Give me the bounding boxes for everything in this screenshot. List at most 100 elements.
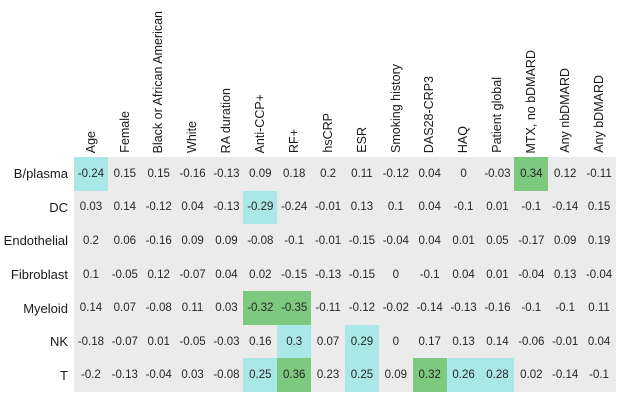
- heatmap-cell-endothelial-esr: -0.15: [345, 224, 379, 258]
- heatmap-cell-b-plasma-mtx-no-bdmard: 0.34: [514, 157, 549, 191]
- heatmap-cell-fibroblast-mtx-no-bdmard: -0.04: [514, 257, 549, 292]
- column-header-hscrp: hsCRP: [320, 113, 335, 153]
- heatmap-row-nk: NK -0.18 -0.07 0.01 -0.05 -0.03 0.16 0.3 0.07 0.2…: [0, 324, 616, 359]
- heatmap-cell-dc-age: 0.03: [74, 190, 108, 225]
- heatmap-cell-dc-smoking-history: 0.1: [378, 190, 413, 225]
- heatmap-cell-nk-age: -0.18: [74, 324, 108, 359]
- heatmap-cell-t-age: -0.2: [74, 358, 108, 393]
- heatmap-cell-b-plasma-any-nbdmard: 0.12: [548, 157, 583, 191]
- column-header-age: Age: [83, 130, 98, 153]
- heatmap-cell-fibroblast-female: -0.05: [107, 257, 142, 292]
- column-header-slot: RA duration: [210, 0, 244, 157]
- heatmap-cell-nk-ra-duration: -0.03: [209, 324, 244, 359]
- heatmap-cell-myeloid-das28-crp3: -0.14: [412, 291, 447, 325]
- heatmap-cell-t-anti-ccp: 0.25: [243, 358, 278, 393]
- column-header-ra-duration: RA duration: [219, 87, 234, 153]
- column-header-female: Female: [117, 111, 132, 153]
- heatmap-cell-dc-female: 0.14: [107, 190, 142, 225]
- column-header-esr: ESR: [354, 127, 369, 153]
- heatmap-row-myeloid: Myeloid 0.14 0.07 -0.08 0.11 0.03 -0.32 -0.35 -0…: [0, 291, 616, 325]
- heatmap-cell-nk-any-bdmard: 0.04: [582, 324, 616, 359]
- heatmap-cell-myeloid-hscrp: -0.11: [311, 291, 345, 325]
- heatmap-cell-fibroblast-hscrp: -0.13: [311, 257, 345, 292]
- heatmap-cell-fibroblast-esr: -0.15: [345, 257, 379, 292]
- heatmap-cell-t-mtx-no-bdmard: 0.02: [514, 358, 549, 393]
- heatmap-cell-fibroblast-anti-ccp: 0.02: [243, 257, 278, 292]
- column-header-slot: Patient global: [481, 0, 515, 157]
- heatmap-cell-fibroblast-any-nbdmard: 0.13: [548, 257, 583, 292]
- heatmap-cell-fibroblast-das28-crp3: -0.1: [412, 257, 447, 292]
- heatmap-cell-endothelial-mtx-no-bdmard: -0.17: [514, 224, 549, 258]
- heatmap-row-t: T -0.2 -0.13 -0.04 0.03 -0.08 0.25 0.36 0.23 0.25…: [0, 358, 616, 393]
- heatmap-cell-fibroblast-haq: 0.04: [446, 257, 481, 292]
- heatmap-cell-b-plasma-rf: 0.18: [277, 157, 312, 191]
- column-header-slot: Smoking history: [379, 0, 413, 157]
- column-header-das28-crp3: DAS28-CRP3: [422, 75, 437, 153]
- heatmap-cell-dc-ra-duration: -0.13: [209, 190, 244, 225]
- column-header-slot: Any bDMARD: [582, 0, 616, 157]
- heatmap-cell-dc-mtx-no-bdmard: -0.1: [514, 190, 549, 225]
- heatmap-cell-endothelial-rf: -0.1: [277, 224, 312, 258]
- heatmap-cell-dc-any-bdmard: 0.15: [582, 190, 616, 225]
- column-header-slot: Age: [74, 0, 108, 157]
- heatmap-cell-myeloid-smoking-history: -0.02: [378, 291, 413, 325]
- row-label-endothelial: Endothelial: [0, 224, 74, 258]
- heatmap-cell-myeloid-white: 0.11: [175, 291, 210, 325]
- heatmap-cell-dc-anti-ccp: -0.29: [243, 190, 278, 225]
- heatmap-cell-dc-esr: 0.13: [345, 190, 379, 225]
- row-label-myeloid: Myeloid: [0, 291, 74, 325]
- column-header-rf: RF+: [286, 129, 301, 153]
- heatmap-cell-nk-smoking-history: 0: [378, 324, 413, 359]
- column-header-slot: hsCRP: [311, 0, 345, 157]
- column-header-white: White: [185, 121, 200, 153]
- heatmap-cell-b-plasma-female: 0.15: [107, 157, 142, 191]
- heatmap-cell-myeloid-anti-ccp: -0.32: [243, 291, 278, 325]
- heatmap-cell-t-black-or-african-american: -0.04: [141, 358, 176, 393]
- heatmap-cell-nk-rf: 0.3: [277, 324, 312, 359]
- column-header-slot: White: [176, 0, 210, 157]
- heatmap-cell-dc-black-or-african-american: -0.12: [141, 190, 176, 225]
- column-header-slot: Black or African American: [142, 0, 176, 157]
- heatmap-cell-dc-hscrp: -0.01: [311, 190, 345, 225]
- column-headers: Age Female Black or African American White R…: [74, 0, 616, 157]
- heatmap-cell-endothelial-hscrp: -0.01: [311, 224, 345, 258]
- row-label-t: T: [0, 358, 74, 393]
- heatmap-cell-myeloid-age: 0.14: [74, 291, 108, 325]
- heatmap-cell-t-das28-crp3: 0.32: [412, 358, 447, 393]
- heatmap-cell-b-plasma-hscrp: 0.2: [311, 157, 345, 191]
- row-label-nk: NK: [0, 324, 74, 359]
- column-header-slot: MTX, no bDMARD: [514, 0, 548, 157]
- heatmap-cell-nk-das28-crp3: 0.17: [412, 324, 447, 359]
- heatmap-cell-t-hscrp: 0.23: [311, 358, 345, 393]
- heatmap-cell-b-plasma-age: -0.24: [74, 157, 108, 191]
- heatmap-cell-b-plasma-white: -0.16: [175, 157, 210, 191]
- column-header-slot: ESR: [345, 0, 379, 157]
- heatmap-cell-fibroblast-black-or-african-american: 0.12: [141, 257, 176, 292]
- heatmap-cell-myeloid-haq: -0.13: [446, 291, 481, 325]
- heatmap-cell-nk-female: -0.07: [107, 324, 142, 359]
- heatmap-cell-dc-rf: -0.24: [277, 190, 312, 225]
- heatmap-cell-endothelial-black-or-african-american: -0.16: [141, 224, 176, 258]
- heatmap-cell-myeloid-ra-duration: 0.03: [209, 291, 244, 325]
- heatmap-cell-myeloid-black-or-african-american: -0.08: [141, 291, 176, 325]
- heatmap-cell-myeloid-patient-global: -0.16: [480, 291, 515, 325]
- heatmap-row-dc: DC 0.03 0.14 -0.12 0.04 -0.13 -0.29 -0.24 -0.01 0…: [0, 190, 616, 225]
- heatmap-cell-b-plasma-esr: 0.11: [345, 157, 379, 191]
- heatmap-cell-dc-haq: -0.1: [446, 190, 481, 225]
- heatmap-cell-dc-patient-global: 0.01: [480, 190, 515, 225]
- column-header-smoking-history: Smoking history: [388, 64, 403, 153]
- heatmap-cell-nk-haq: 0.13: [446, 324, 481, 359]
- heatmap-cell-b-plasma-haq: 0: [446, 157, 481, 191]
- row-label-fibroblast: Fibroblast: [0, 257, 74, 292]
- heatmap-cell-endothelial-female: 0.06: [107, 224, 142, 258]
- heatmap-cell-b-plasma-anti-ccp: 0.09: [243, 157, 278, 191]
- heatmap-cell-t-white: 0.03: [175, 358, 210, 393]
- heatmap-cell-endothelial-das28-crp3: 0.04: [412, 224, 447, 258]
- heatmap-cell-dc-any-nbdmard: -0.14: [548, 190, 583, 225]
- heatmap-cell-myeloid-female: 0.07: [107, 291, 142, 325]
- column-header-slot: Anti-CCP+: [243, 0, 277, 157]
- column-header-mtx-no-bdmard: MTX, no bDMARD: [524, 49, 539, 154]
- heatmap-cell-myeloid-any-nbdmard: -0.1: [548, 291, 583, 325]
- heatmap-cell-nk-esr: 0.29: [345, 324, 379, 359]
